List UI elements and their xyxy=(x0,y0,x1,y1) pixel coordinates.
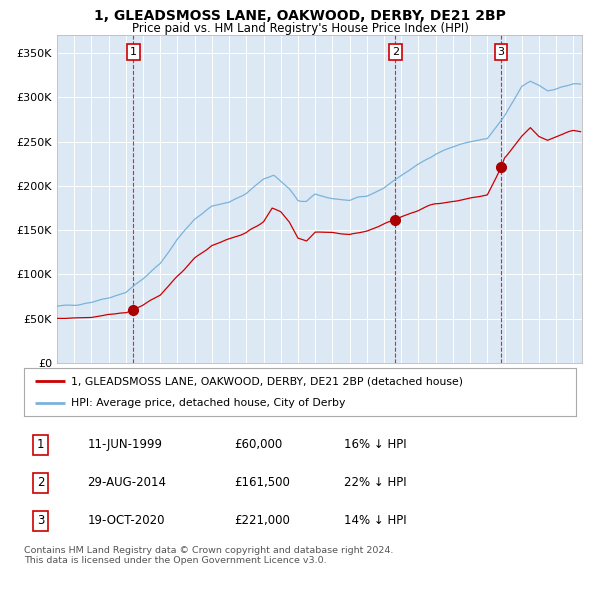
Text: 16% ↓ HPI: 16% ↓ HPI xyxy=(344,438,407,451)
Text: £161,500: £161,500 xyxy=(234,476,290,489)
Text: 19-OCT-2020: 19-OCT-2020 xyxy=(88,514,165,527)
Text: 2: 2 xyxy=(392,47,399,57)
Text: 1: 1 xyxy=(37,438,44,451)
Text: 29-AUG-2014: 29-AUG-2014 xyxy=(88,476,166,489)
Text: 1: 1 xyxy=(130,47,137,57)
Text: 1, GLEADSMOSS LANE, OAKWOOD, DERBY, DE21 2BP (detached house): 1, GLEADSMOSS LANE, OAKWOOD, DERBY, DE21… xyxy=(71,376,463,386)
Text: Contains HM Land Registry data © Crown copyright and database right 2024.
This d: Contains HM Land Registry data © Crown c… xyxy=(24,546,394,565)
Text: 1, GLEADSMOSS LANE, OAKWOOD, DERBY, DE21 2BP: 1, GLEADSMOSS LANE, OAKWOOD, DERBY, DE21… xyxy=(94,9,506,23)
Text: £221,000: £221,000 xyxy=(234,514,290,527)
Text: HPI: Average price, detached house, City of Derby: HPI: Average price, detached house, City… xyxy=(71,398,345,408)
Text: 22% ↓ HPI: 22% ↓ HPI xyxy=(344,476,407,489)
Text: Price paid vs. HM Land Registry's House Price Index (HPI): Price paid vs. HM Land Registry's House … xyxy=(131,22,469,35)
Text: 11-JUN-1999: 11-JUN-1999 xyxy=(88,438,163,451)
Text: £60,000: £60,000 xyxy=(234,438,282,451)
Text: 3: 3 xyxy=(497,47,505,57)
Text: 3: 3 xyxy=(37,514,44,527)
Text: 14% ↓ HPI: 14% ↓ HPI xyxy=(344,514,407,527)
Text: 2: 2 xyxy=(37,476,44,489)
